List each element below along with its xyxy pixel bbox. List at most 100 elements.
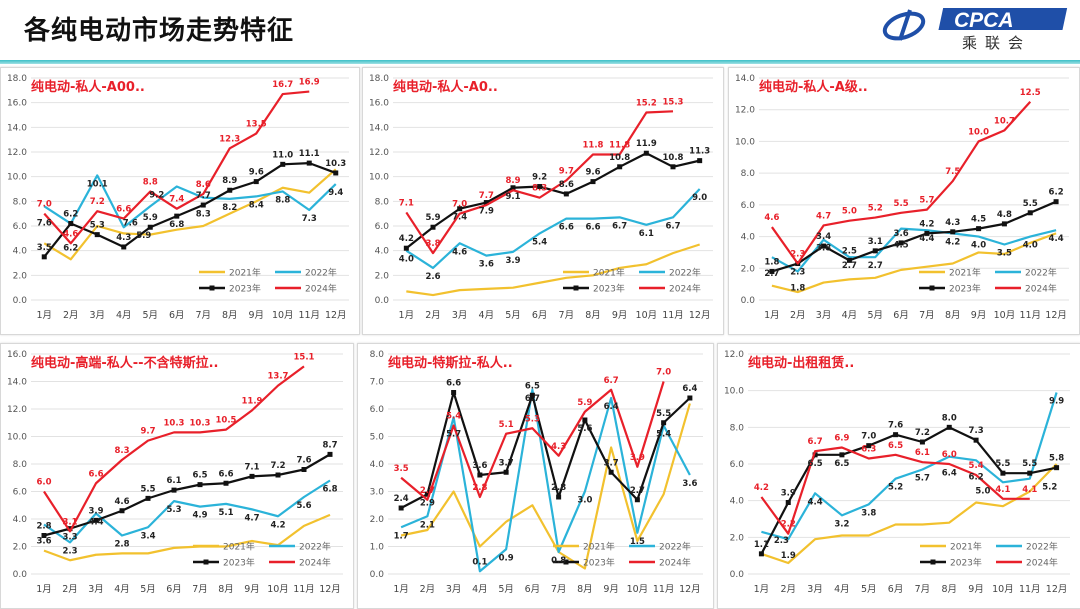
x-tick-label: 7月 [559, 310, 575, 321]
data-point [227, 188, 232, 193]
data-label: 10.3 [190, 418, 211, 428]
data-label: 11.3 [689, 147, 710, 157]
data-point [1027, 471, 1032, 476]
data-label: 4.8 [997, 210, 1012, 220]
data-point [661, 420, 666, 425]
y-tick-label: 8.0 [730, 423, 745, 433]
y-tick-label: 2.0 [13, 271, 28, 281]
data-label: 7.1 [399, 198, 414, 208]
data-label: 3.8 [861, 508, 876, 518]
x-tick-label: 12月 [319, 584, 341, 595]
x-tick-label: 1月 [36, 310, 52, 321]
data-label: 6.7 [604, 376, 619, 386]
data-label: 16.7 [272, 80, 293, 90]
y-tick-label: 4.0 [730, 497, 745, 507]
legend-label: 2022年 [1025, 267, 1057, 279]
x-tick-label: 10月 [994, 310, 1016, 321]
data-point [333, 170, 338, 175]
data-label: 9.0 [692, 193, 707, 203]
data-point [328, 452, 333, 457]
data-label: 7.6 [37, 218, 52, 228]
x-tick-label: 9月 [248, 310, 264, 321]
data-label: 6.7 [525, 394, 540, 404]
y-tick-label: 4.0 [741, 233, 756, 243]
y-tick-label: 7.0 [370, 378, 385, 388]
data-label: 3.3 [62, 533, 77, 543]
y-tick-label: 6.0 [13, 488, 28, 498]
data-label: 7.3 [302, 214, 317, 224]
y-tick-label: 10.0 [7, 173, 27, 183]
data-label: 10.8 [609, 153, 630, 163]
data-point [280, 162, 285, 167]
data-label: 6.6 [585, 223, 600, 233]
x-tick-label: 4月 [116, 310, 132, 321]
data-label: 5.6 [577, 424, 592, 434]
cpca-logo: CPCA 乘联会 [882, 4, 1072, 52]
y-tick-label: 0.0 [730, 570, 745, 580]
y-tick-label: 14.0 [369, 123, 389, 133]
data-point [644, 151, 649, 156]
series-line-2022年 [401, 390, 690, 572]
legend-label: 2023年 [950, 557, 982, 569]
x-tick-label: 2月 [790, 310, 806, 321]
data-label: 3.8 [816, 244, 831, 254]
data-label: 1.1 [754, 540, 769, 550]
legend-label: 2021年 [229, 267, 261, 279]
y-tick-label: 6.0 [741, 201, 756, 211]
data-label: 2.8 [472, 483, 487, 493]
data-label: 8.8 [143, 177, 158, 187]
data-label: 8.7 [322, 440, 337, 450]
data-label: 7.5 [945, 167, 960, 177]
data-label: 2.3 [790, 268, 805, 278]
y-tick-label: 12.0 [724, 350, 744, 360]
x-tick-label: 12月 [689, 310, 711, 321]
data-label: 7.2 [915, 428, 930, 438]
data-label: 4.3 [551, 442, 566, 452]
header-divider [0, 60, 1080, 64]
data-label: 5.0 [975, 486, 990, 496]
data-label: 2.3 [62, 546, 77, 556]
chart-title: 纯电动-私人-A00.. [31, 76, 145, 95]
y-tick-label: 2.0 [370, 515, 385, 525]
x-tick-label: 7月 [915, 584, 931, 595]
data-label: 3.6 [36, 537, 51, 547]
legend-marker [204, 560, 209, 565]
legend-marker [210, 286, 215, 291]
data-label: 9.4 [328, 188, 343, 198]
data-label: 8.9 [222, 176, 237, 186]
x-tick-label: 3月 [88, 584, 104, 595]
chart-title: 纯电动-私人-A级.. [759, 76, 868, 95]
data-label: 15.2 [636, 99, 657, 109]
x-tick-label: 1月 [764, 310, 780, 321]
data-label: 3.7 [604, 458, 619, 468]
data-label: 6.0 [942, 450, 957, 460]
x-tick-label: 10月 [627, 584, 649, 595]
data-label: 0.1 [472, 557, 487, 567]
data-point [617, 164, 622, 169]
data-point [477, 473, 482, 478]
data-label: 3.7 [499, 458, 514, 468]
data-label: 5.2 [888, 483, 903, 493]
data-label: 9.1 [505, 192, 520, 202]
legend-label: 2022年 [1026, 541, 1058, 553]
data-label: 6.1 [166, 476, 181, 486]
data-label: 4.2 [754, 483, 769, 493]
data-label: 5.3 [166, 505, 181, 515]
data-point [947, 425, 952, 430]
data-label: 3.9 [630, 453, 645, 463]
data-label: 6.4 [604, 402, 619, 412]
x-tick-label: 7月 [195, 310, 211, 321]
x-tick-label: 7月 [192, 584, 208, 595]
y-tick-label: 14.0 [7, 378, 27, 388]
data-label: 8.3 [196, 210, 211, 220]
data-label: 5.2 [868, 204, 883, 214]
data-label: 3.1 [868, 237, 883, 247]
data-label: 5.7 [919, 196, 934, 206]
x-tick-label: 5月 [498, 584, 514, 595]
data-point [920, 440, 925, 445]
legend-label: 2021年 [949, 267, 981, 279]
data-point [307, 161, 312, 166]
data-label: 6.5 [192, 471, 207, 481]
